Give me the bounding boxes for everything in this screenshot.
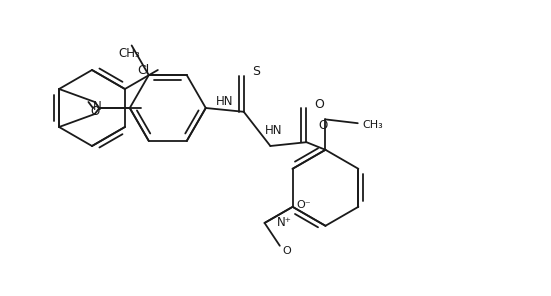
Text: O: O [283, 246, 291, 256]
Text: HN: HN [216, 95, 234, 108]
Text: HN: HN [265, 124, 283, 137]
Text: O: O [90, 104, 99, 118]
Text: CH₃: CH₃ [363, 120, 383, 130]
Text: N: N [93, 101, 101, 113]
Text: O: O [315, 97, 325, 110]
Text: CH₃: CH₃ [119, 47, 141, 60]
Text: Cl: Cl [138, 64, 150, 76]
Text: N⁺: N⁺ [277, 216, 291, 229]
Text: S: S [252, 65, 260, 78]
Text: O: O [319, 119, 328, 132]
Text: O⁻: O⁻ [296, 200, 311, 210]
